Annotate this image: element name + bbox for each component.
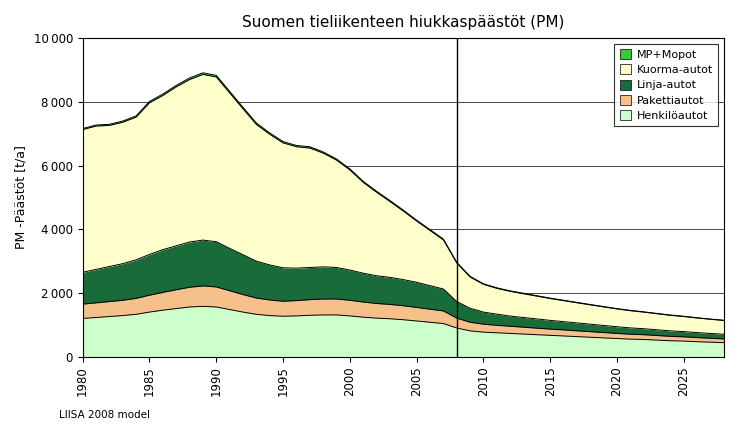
Title: Suomen tieliikenteen hiukkaspäästöt (PM): Suomen tieliikenteen hiukkaspäästöt (PM)	[242, 15, 565, 30]
Legend: MP+Mopot, Kuorma-autot, Linja-autot, Pakettiautot, Henkilöautot: MP+Mopot, Kuorma-autot, Linja-autot, Pak…	[614, 44, 718, 126]
Text: LIISA 2008 model: LIISA 2008 model	[59, 410, 150, 420]
Y-axis label: PM -Päästöt [t/a]: PM -Päästöt [t/a]	[15, 145, 28, 249]
